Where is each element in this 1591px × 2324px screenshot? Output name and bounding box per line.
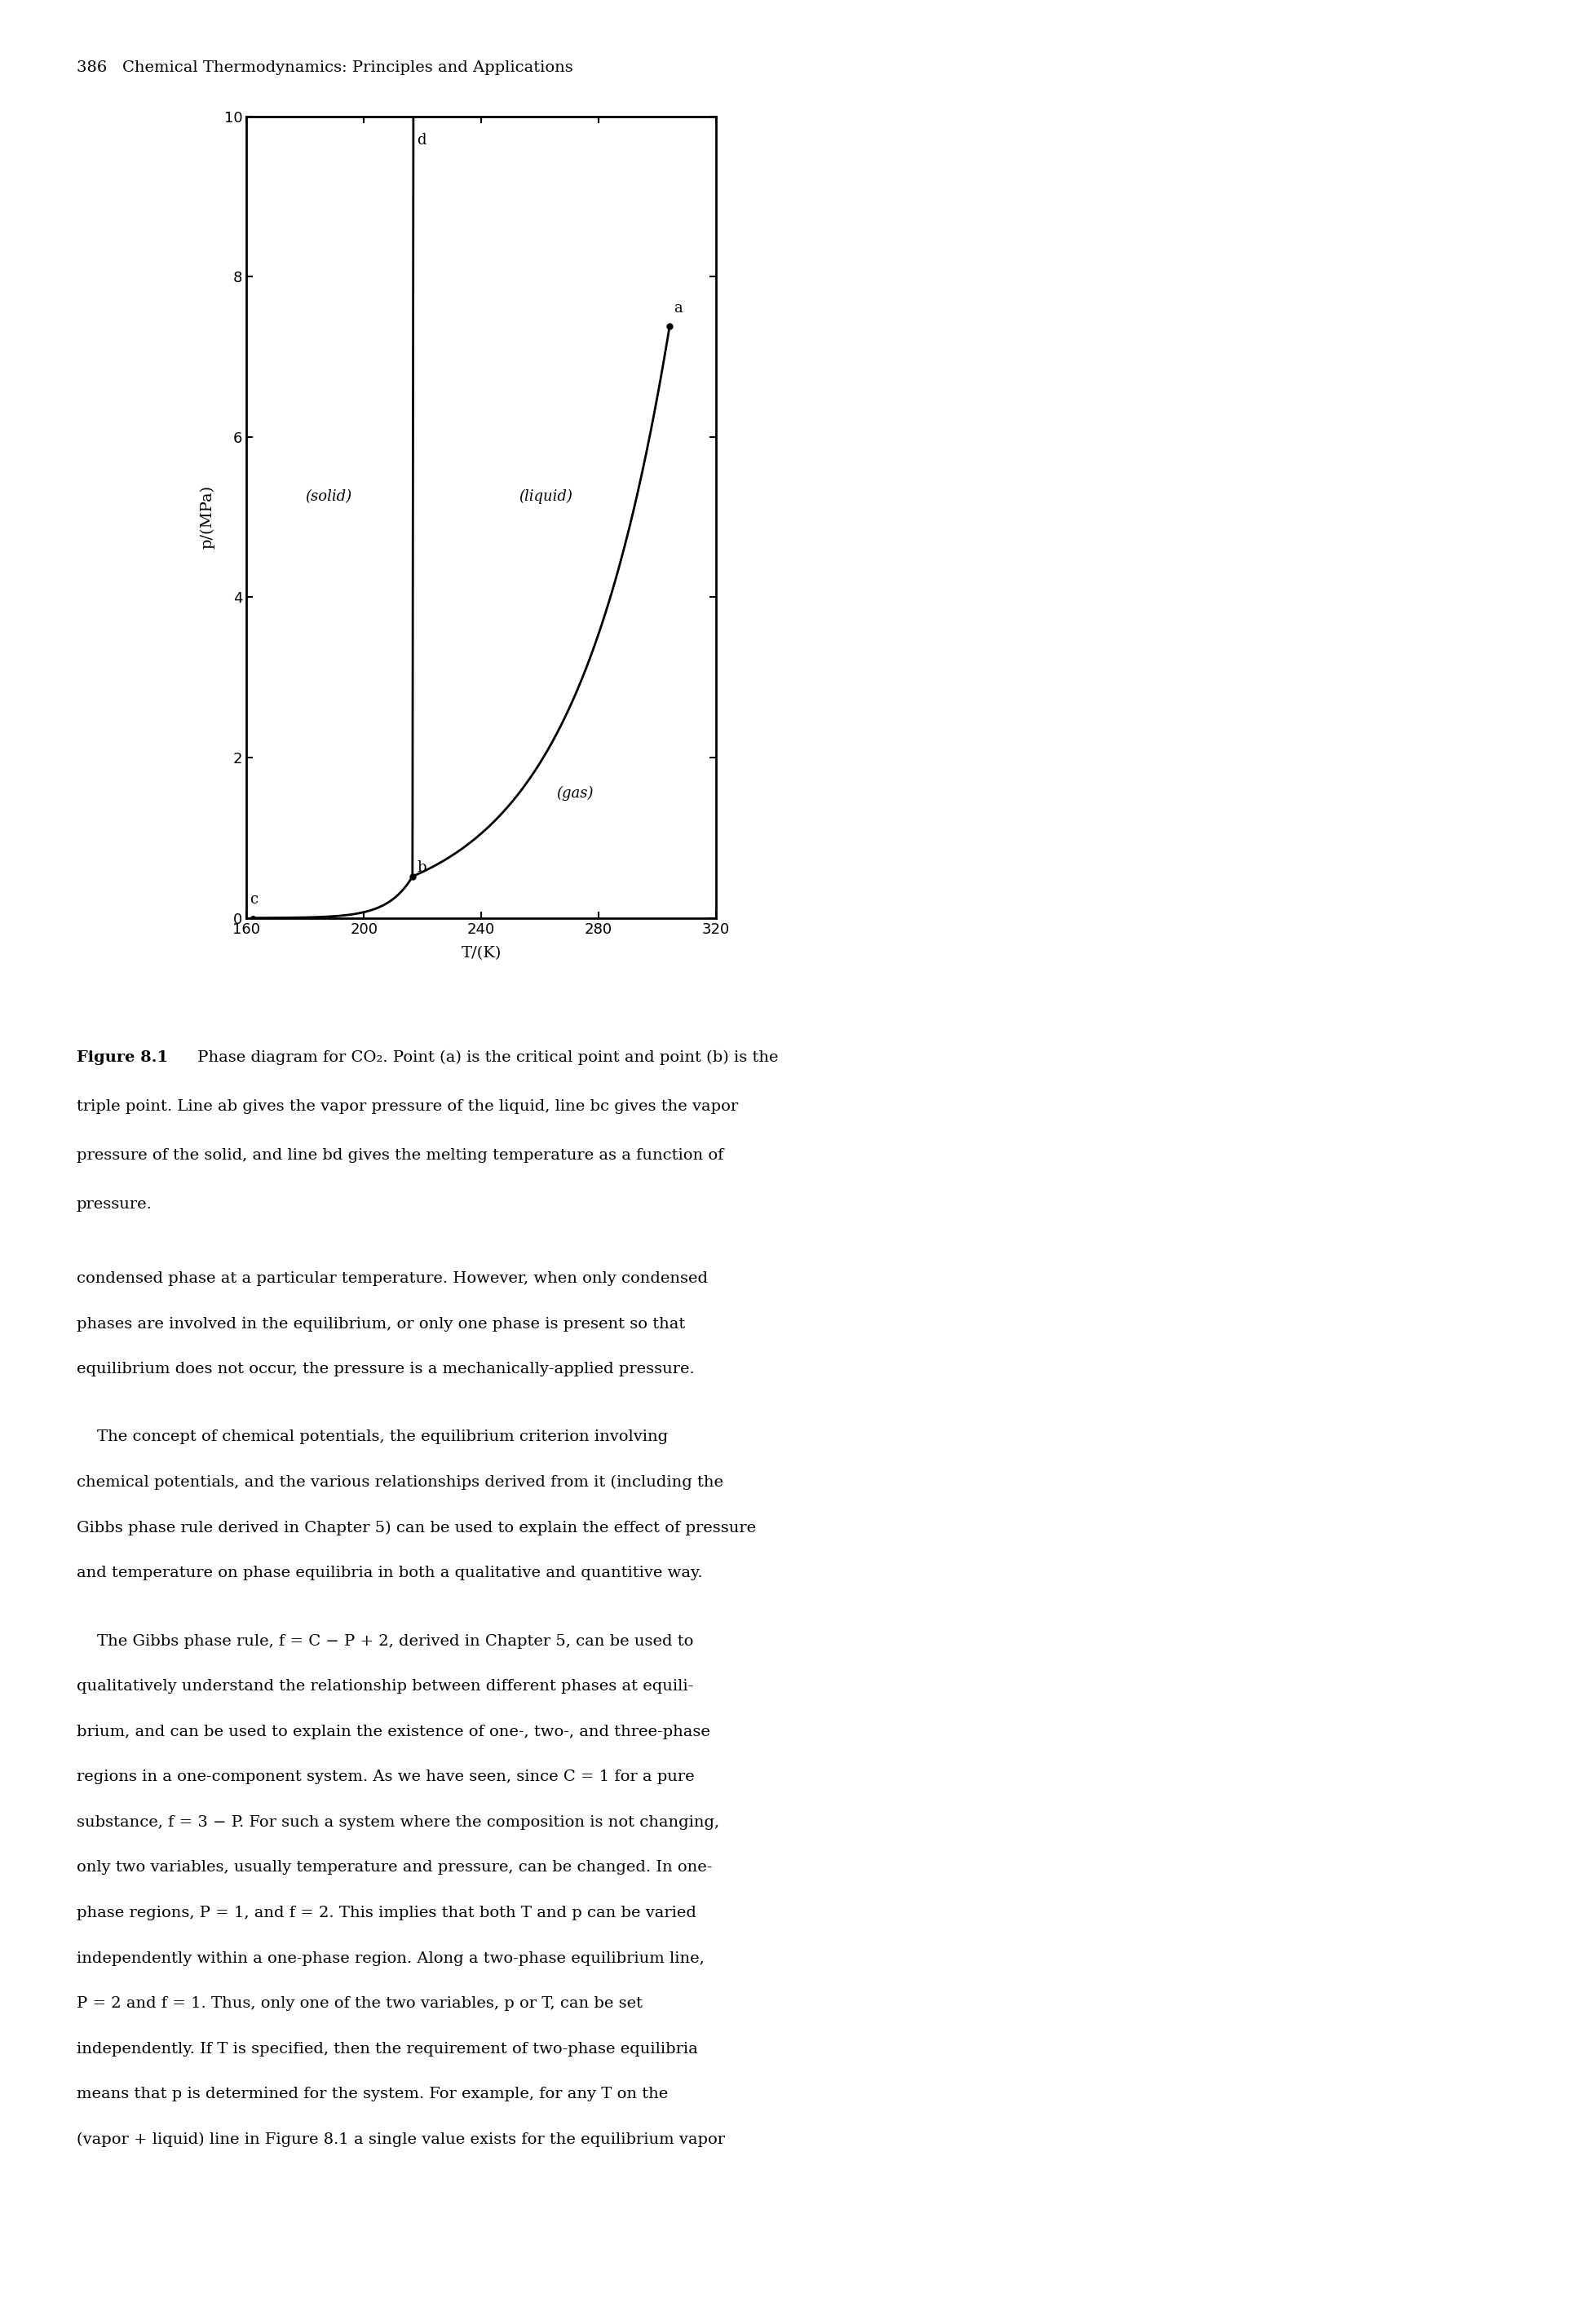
Text: brium, and can be used to explain the existence of one-, two-, and three-phase: brium, and can be used to explain the ex… — [76, 1724, 710, 1738]
Text: regions in a one-component system. As we have seen, since C = 1 for a pure: regions in a one-component system. As we… — [76, 1771, 694, 1785]
Text: equilibrium does not occur, the pressure is a mechanically-applied pressure.: equilibrium does not occur, the pressure… — [76, 1362, 694, 1376]
Text: chemical potentials, and the various relationships derived from it (including th: chemical potentials, and the various rel… — [76, 1476, 722, 1490]
Text: The Gibbs phase rule, f = C − P + 2, derived in Chapter 5, can be used to: The Gibbs phase rule, f = C − P + 2, der… — [76, 1634, 694, 1648]
Text: independently within a one-phase region. Along a two-phase equilibrium line,: independently within a one-phase region.… — [76, 1952, 705, 1966]
Text: 386   Chemical Thermodynamics: Principles and Applications: 386 Chemical Thermodynamics: Principles … — [76, 60, 573, 74]
Text: c: c — [250, 892, 258, 906]
Text: (vapor + liquid) line in Figure 8.1 a single value exists for the equilibrium va: (vapor + liquid) line in Figure 8.1 a si… — [76, 2133, 724, 2147]
Text: d: d — [417, 132, 426, 146]
Text: and temperature on phase equilibria in both a qualitative and quantitive way.: and temperature on phase equilibria in b… — [76, 1566, 702, 1580]
Y-axis label: p/(MPa): p/(MPa) — [200, 486, 215, 548]
Text: (liquid): (liquid) — [519, 490, 573, 504]
X-axis label: T/(K): T/(K) — [461, 946, 501, 960]
Text: (gas): (gas) — [557, 786, 593, 802]
Text: triple point. Line ab gives the vapor pressure of the liquid, line bc gives the : triple point. Line ab gives the vapor pr… — [76, 1099, 738, 1113]
Text: Phase diagram for CO₂. Point (a) is the critical point and point (b) is the: Phase diagram for CO₂. Point (a) is the … — [193, 1050, 778, 1064]
Text: substance, f = 3 − P. For such a system where the composition is not changing,: substance, f = 3 − P. For such a system … — [76, 1815, 719, 1829]
Text: b: b — [417, 860, 426, 874]
Text: phase regions, P = 1, and f = 2. This implies that both T and p can be varied: phase regions, P = 1, and f = 2. This im… — [76, 1906, 695, 1920]
Text: phases are involved in the equilibrium, or only one phase is present so that: phases are involved in the equilibrium, … — [76, 1315, 684, 1332]
Text: The concept of chemical potentials, the equilibrium criterion involving: The concept of chemical potentials, the … — [76, 1429, 668, 1446]
Text: only two variables, usually temperature and pressure, can be changed. In one-: only two variables, usually temperature … — [76, 1859, 711, 1875]
Text: qualitatively understand the relationship between different phases at equili-: qualitatively understand the relationshi… — [76, 1678, 694, 1694]
Text: Figure 8.1: Figure 8.1 — [76, 1050, 169, 1064]
Text: a: a — [673, 302, 683, 316]
Text: condensed phase at a particular temperature. However, when only condensed: condensed phase at a particular temperat… — [76, 1271, 708, 1285]
Text: pressure of the solid, and line bd gives the melting temperature as a function o: pressure of the solid, and line bd gives… — [76, 1148, 724, 1162]
Text: Gibbs phase rule derived in Chapter 5) can be used to explain the effect of pres: Gibbs phase rule derived in Chapter 5) c… — [76, 1520, 756, 1536]
Text: P = 2 and f = 1. Thus, only one of the two variables, p or T, can be set: P = 2 and f = 1. Thus, only one of the t… — [76, 1996, 643, 2010]
Text: pressure.: pressure. — [76, 1197, 153, 1211]
Text: independently. If T is specified, then the requirement of two-phase equilibria: independently. If T is specified, then t… — [76, 2040, 697, 2057]
Text: means that p is determined for the system. For example, for any T on the: means that p is determined for the syste… — [76, 2087, 668, 2101]
Text: (solid): (solid) — [305, 490, 352, 504]
